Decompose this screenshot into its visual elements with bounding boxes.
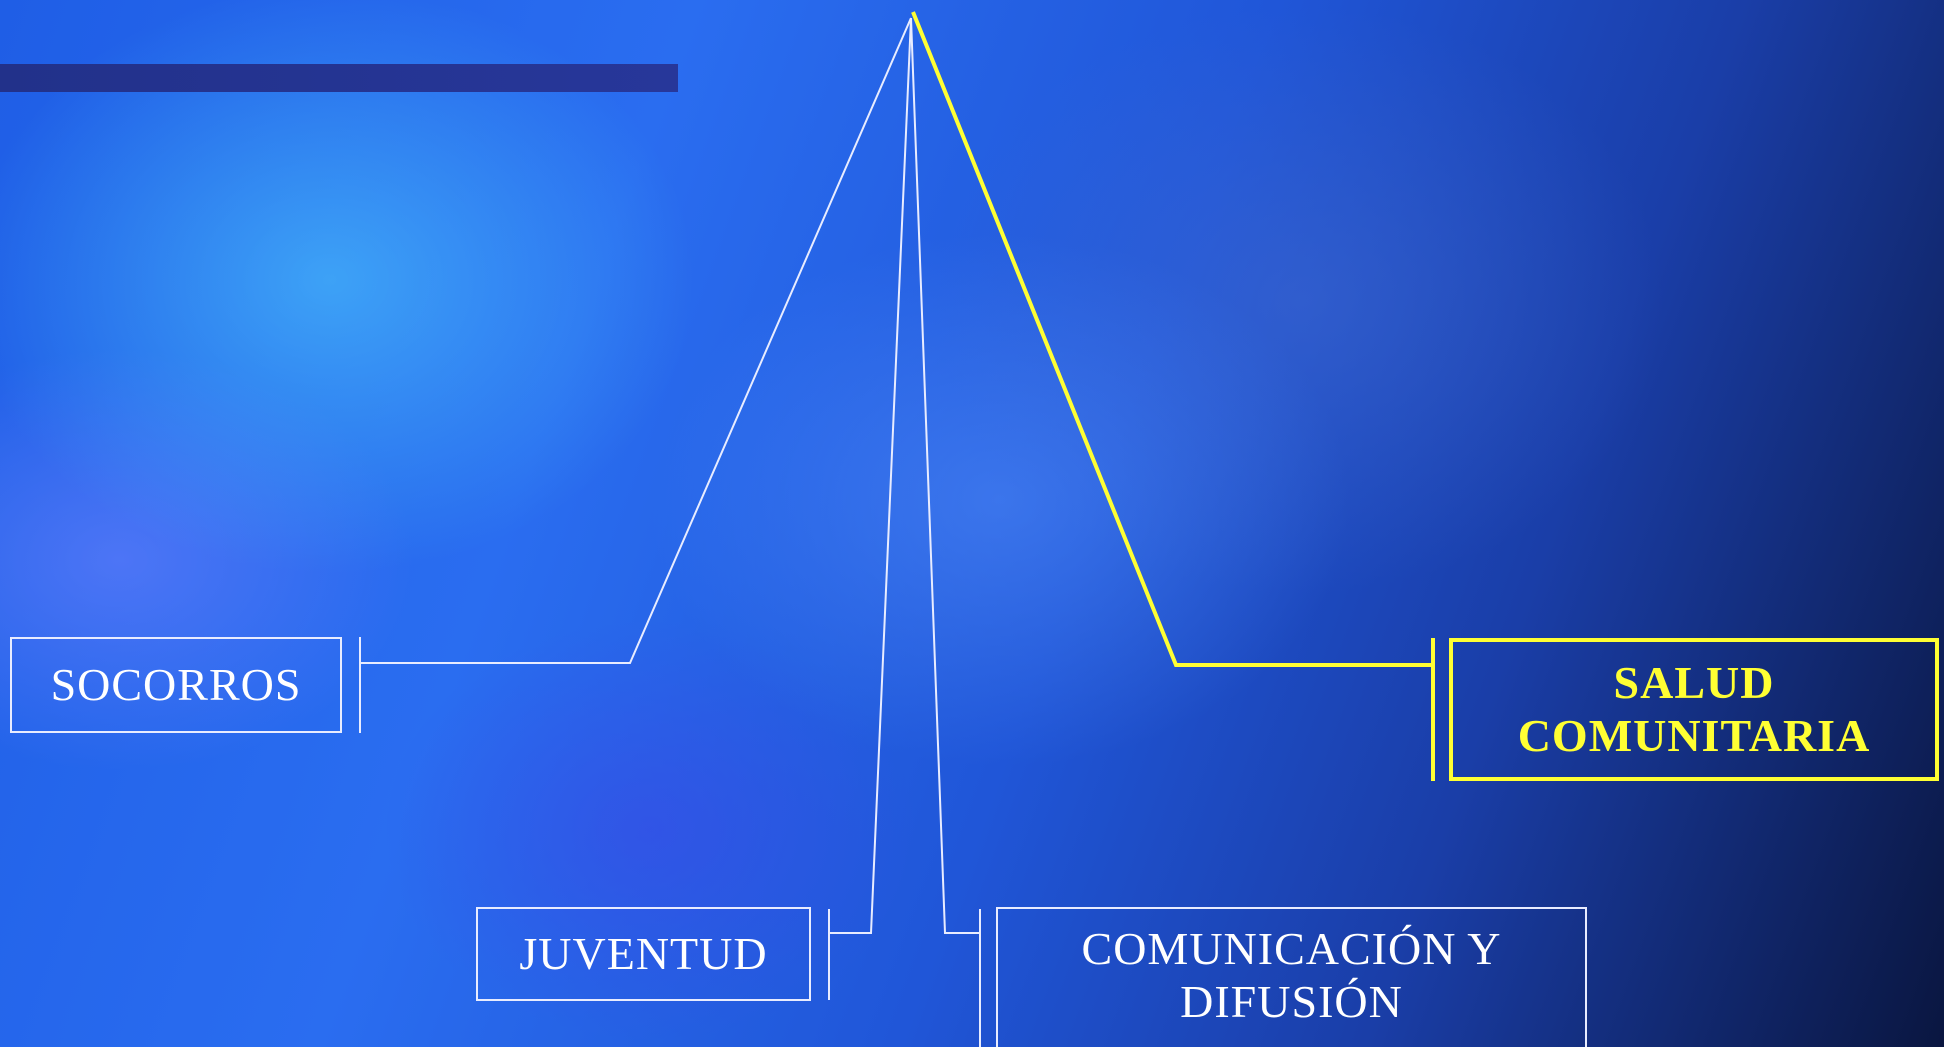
connector-juventud — [829, 17, 912, 934]
title-bar — [0, 64, 678, 92]
node-socorros: SOCORROS — [10, 637, 342, 733]
node-salud-comunitaria: SALUD COMUNITARIA — [1449, 638, 1939, 781]
node-comunicacion: COMUNICACIÓN Y DIFUSIÓN — [996, 907, 1587, 1047]
connector-socorros — [360, 17, 912, 664]
node-juventud: JUVENTUD — [476, 907, 811, 1001]
node-salud-label: SALUD COMUNITARIA — [1517, 656, 1871, 761]
node-socorros-label: SOCORROS — [50, 658, 302, 710]
node-comunicacion-label: COMUNICACIÓN Y DIFUSIÓN — [1081, 923, 1502, 1027]
connector-comunicacion — [910, 17, 980, 934]
node-juventud-label: JUVENTUD — [519, 927, 768, 979]
connector-salud — [911, 11, 1433, 667]
